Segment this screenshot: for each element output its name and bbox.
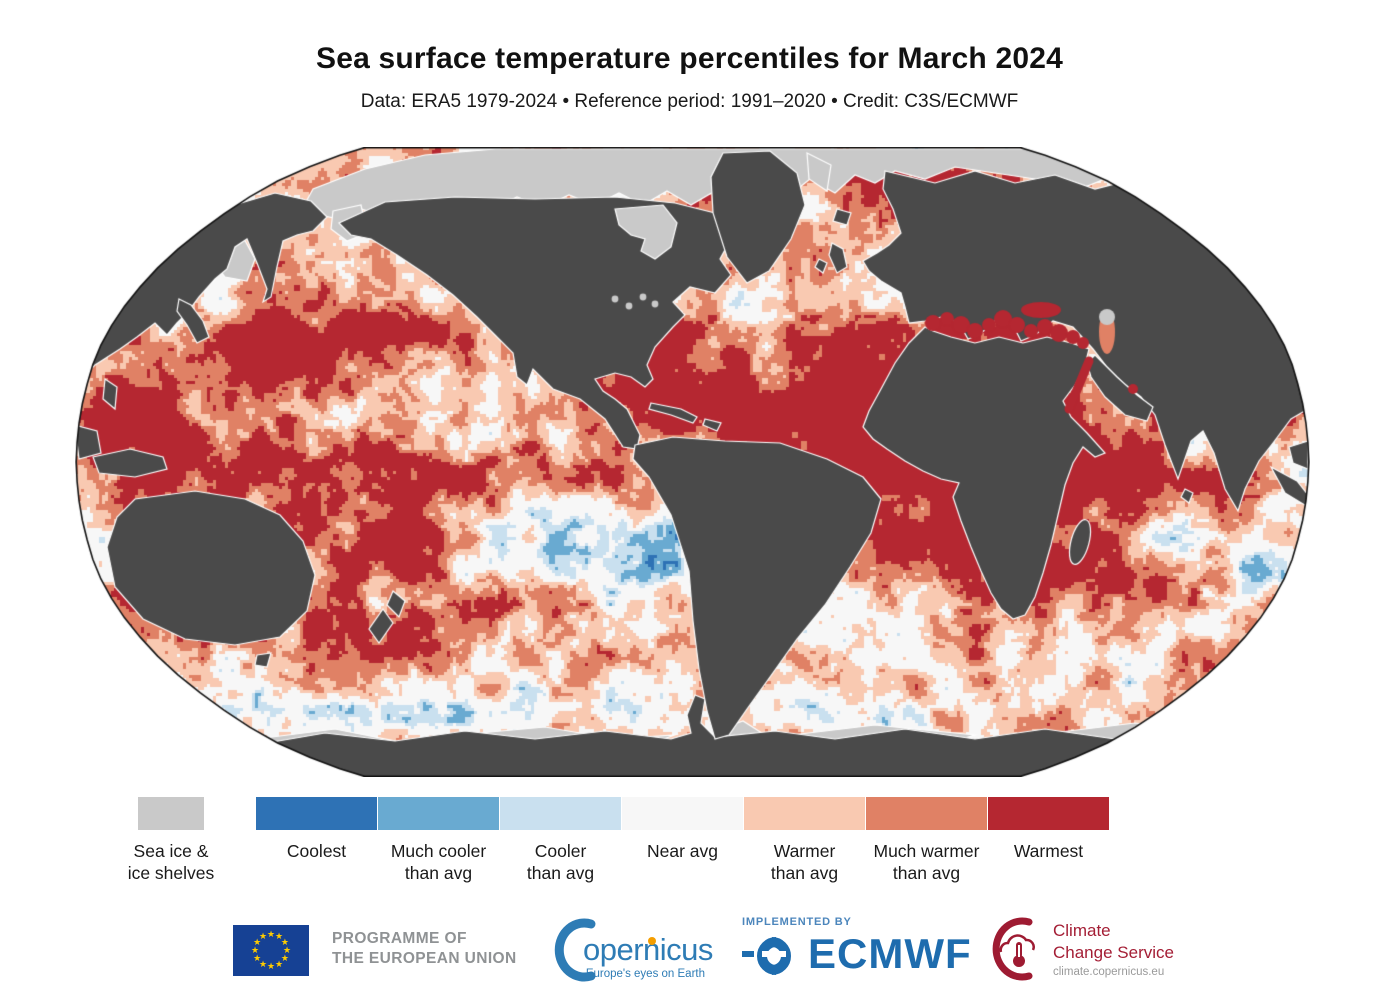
eu-star-icon: ★ xyxy=(280,937,289,947)
c3s-url: climate.copernicus.eu xyxy=(1053,966,1165,978)
eu-star-icon: ★ xyxy=(275,958,284,969)
legend-label: Near avg xyxy=(646,841,718,861)
copernicus-wordmark: opernicus xyxy=(583,932,713,967)
legend-label: Much warmer xyxy=(873,841,980,861)
eu-star-icon: ★ xyxy=(253,937,262,947)
eu-star-icon: ★ xyxy=(267,929,276,939)
legend-label: Cooler xyxy=(534,841,587,861)
sea-ice-swatch xyxy=(138,797,204,830)
ecmwf-logo: IMPLEMENTED BY ECMWF xyxy=(742,908,972,993)
eu-star-icon: ★ xyxy=(275,931,284,942)
eu-star-icon: ★ xyxy=(259,931,268,942)
eu-flag-icon: ★ ★ ★ ★ ★ ★ ★ ★ ★ ★ ★ ★ xyxy=(233,925,309,976)
eu-star-icon: ★ xyxy=(259,958,268,969)
page-title: Sea surface temperature percentiles for … xyxy=(315,42,1063,75)
legend: Sea ice & ice shelves Coolest Much cooler… xyxy=(0,797,1379,892)
eu-star-icon: ★ xyxy=(280,953,289,963)
eu-star-icon: ★ xyxy=(251,945,260,955)
copernicus-crescent-icon xyxy=(554,918,596,982)
coolest-swatch xyxy=(256,797,377,830)
legend-item-warmer: Warmer than avg xyxy=(744,797,865,883)
copernicus-logo: opernicus Europe's eyes on Earth xyxy=(545,916,720,991)
legend-label: Much cooler xyxy=(390,841,487,861)
legend-item-much-cooler: Much cooler than avg xyxy=(378,797,499,883)
legend-item-sea-ice: Sea ice & ice shelves xyxy=(128,797,214,883)
legend-label: Sea ice & xyxy=(133,841,209,861)
much-warmer-swatch xyxy=(866,797,987,830)
warmest-swatch xyxy=(988,797,1109,830)
near-avg-swatch xyxy=(622,797,743,830)
legend-label: Warmest xyxy=(1013,841,1084,861)
warmer-swatch xyxy=(744,797,865,830)
legend-item-warmest: Warmest xyxy=(988,797,1109,861)
c3s-cloud-thermometer-icon xyxy=(992,917,1035,981)
legend-label: Warmer xyxy=(773,841,836,861)
eu-programme-label: PROGRAMME OF THE EUROPEAN UNION xyxy=(332,930,517,967)
copernicus-tagline: Europe's eyes on Earth xyxy=(585,968,705,980)
copernicus-satellite-dot-icon xyxy=(648,937,656,945)
page-subtitle: Data: ERA5 1979-2024 • Reference period:… xyxy=(360,91,1019,112)
footer: ★ ★ ★ ★ ★ ★ ★ ★ ★ ★ ★ ★ PROGRAMME OF THE EUROPEAN UN… xyxy=(0,908,1379,999)
eu-star-icon: ★ xyxy=(253,953,262,963)
legend-item-near-avg: Near avg xyxy=(622,797,743,861)
ecmwf-wordmark: ECMWF xyxy=(808,930,972,977)
c3s-label: Climate xyxy=(1053,921,1111,940)
legend-item-coolest: Coolest xyxy=(256,797,377,861)
legend-item-much-warmer: Much warmer than avg xyxy=(866,797,987,883)
legend-label: Coolest xyxy=(286,841,347,861)
sst-percentile-map-canvas xyxy=(75,147,1310,777)
much-cooler-swatch xyxy=(378,797,499,830)
legend-item-cooler: Cooler than avg xyxy=(500,797,621,883)
eu-star-icon: ★ xyxy=(283,945,292,955)
ecmwf-mark-icon xyxy=(742,937,791,975)
climate-change-service-logo: Climate Change Service climate.copernicus… xyxy=(985,914,1215,994)
eu-star-icon: ★ xyxy=(267,961,276,971)
implemented-by-label: IMPLEMENTED BY xyxy=(742,916,852,928)
world-map xyxy=(75,147,1310,777)
cooler-swatch xyxy=(500,797,621,830)
